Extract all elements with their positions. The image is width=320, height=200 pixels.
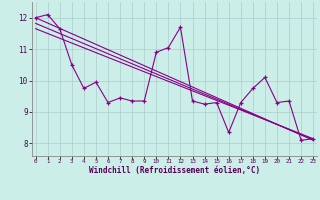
X-axis label: Windchill (Refroidissement éolien,°C): Windchill (Refroidissement éolien,°C) [89,166,260,175]
